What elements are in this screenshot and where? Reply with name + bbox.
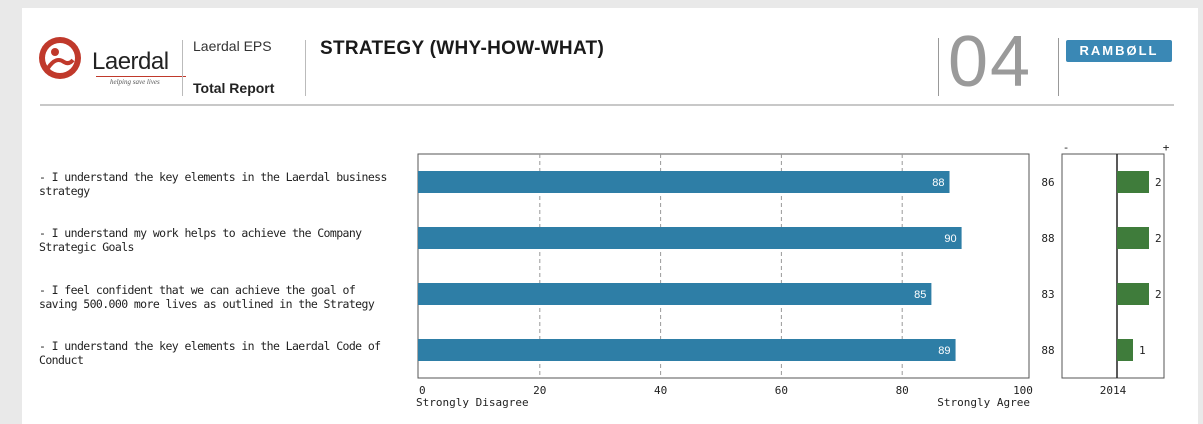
x-axis-label-right: Strongly Agree xyxy=(937,396,1030,409)
change-bar xyxy=(1117,339,1133,361)
change-value-label: 2 xyxy=(1155,176,1162,189)
header-divider xyxy=(305,40,306,96)
x-axis-label-left: Strongly Disagree xyxy=(416,396,529,409)
bar xyxy=(418,339,956,361)
ramboll-logo: RAMBØLL xyxy=(1066,40,1172,62)
laerdal-logo: Laerdal helping save lives xyxy=(38,34,186,98)
report-type: Total Report xyxy=(193,80,275,96)
question-label: - I feel confident that we can achieve t… xyxy=(39,283,375,311)
bar-value-label: 85 xyxy=(914,289,926,301)
change-value-label: 2 xyxy=(1155,232,1162,245)
x-tick-label: 40 xyxy=(654,384,667,397)
change-bar xyxy=(1117,227,1149,249)
section-title: STRATEGY (WHY-HOW-WHAT) xyxy=(320,38,605,59)
x-tick-label: 0 xyxy=(419,384,426,397)
previous-score-label: 88 xyxy=(1041,344,1054,357)
x-tick-label: 20 xyxy=(533,384,546,397)
minus-label: - xyxy=(1063,141,1070,154)
x-tick-label: 100 xyxy=(1013,384,1033,397)
bar xyxy=(418,283,932,305)
plot-frame xyxy=(417,153,1030,379)
change-value-label: 1 xyxy=(1139,344,1146,357)
change-axis-label: 2014 xyxy=(1100,384,1127,397)
question-label: - I understand my work helps to achieve … xyxy=(39,226,362,254)
change-bar xyxy=(1117,283,1149,305)
bar-value-label: 90 xyxy=(944,233,956,245)
header-divider xyxy=(938,38,939,96)
previous-score-label: 88 xyxy=(1041,232,1054,245)
logo-text: Laerdal xyxy=(92,48,169,75)
logo-underline xyxy=(96,76,186,77)
previous-score-label: 86 xyxy=(1041,176,1054,189)
header-rule xyxy=(40,104,1174,106)
plus-label: + xyxy=(1163,141,1170,154)
header-divider xyxy=(182,40,183,96)
bar-value-label: 88 xyxy=(932,177,944,189)
bar xyxy=(418,171,950,193)
logo-tagline: helping save lives xyxy=(110,78,160,86)
page-number: 04 xyxy=(948,22,1033,102)
change-value-label: 2 xyxy=(1155,288,1162,301)
previous-score-label: 83 xyxy=(1041,288,1054,301)
x-tick-label: 60 xyxy=(775,384,788,397)
bar xyxy=(418,227,962,249)
change-panel-frame xyxy=(1061,153,1165,379)
agreement-bar-chart: 0 20 40 60 80 100 Strongly Disagree Strongly Ag… xyxy=(416,141,1170,409)
header-divider xyxy=(1058,38,1059,96)
question-label: - I understand the key elements in the L… xyxy=(39,170,387,198)
report-page: Laerdal helping save lives Laerdal EPS T… xyxy=(22,8,1198,424)
laerdal-emblem-icon xyxy=(39,37,81,79)
bar-value-label: 89 xyxy=(938,345,950,357)
change-bar xyxy=(1117,171,1149,193)
report-name: Laerdal EPS xyxy=(193,38,272,54)
x-tick-label: 80 xyxy=(896,384,909,397)
question-label: - I understand the key elements in the L… xyxy=(39,339,381,367)
